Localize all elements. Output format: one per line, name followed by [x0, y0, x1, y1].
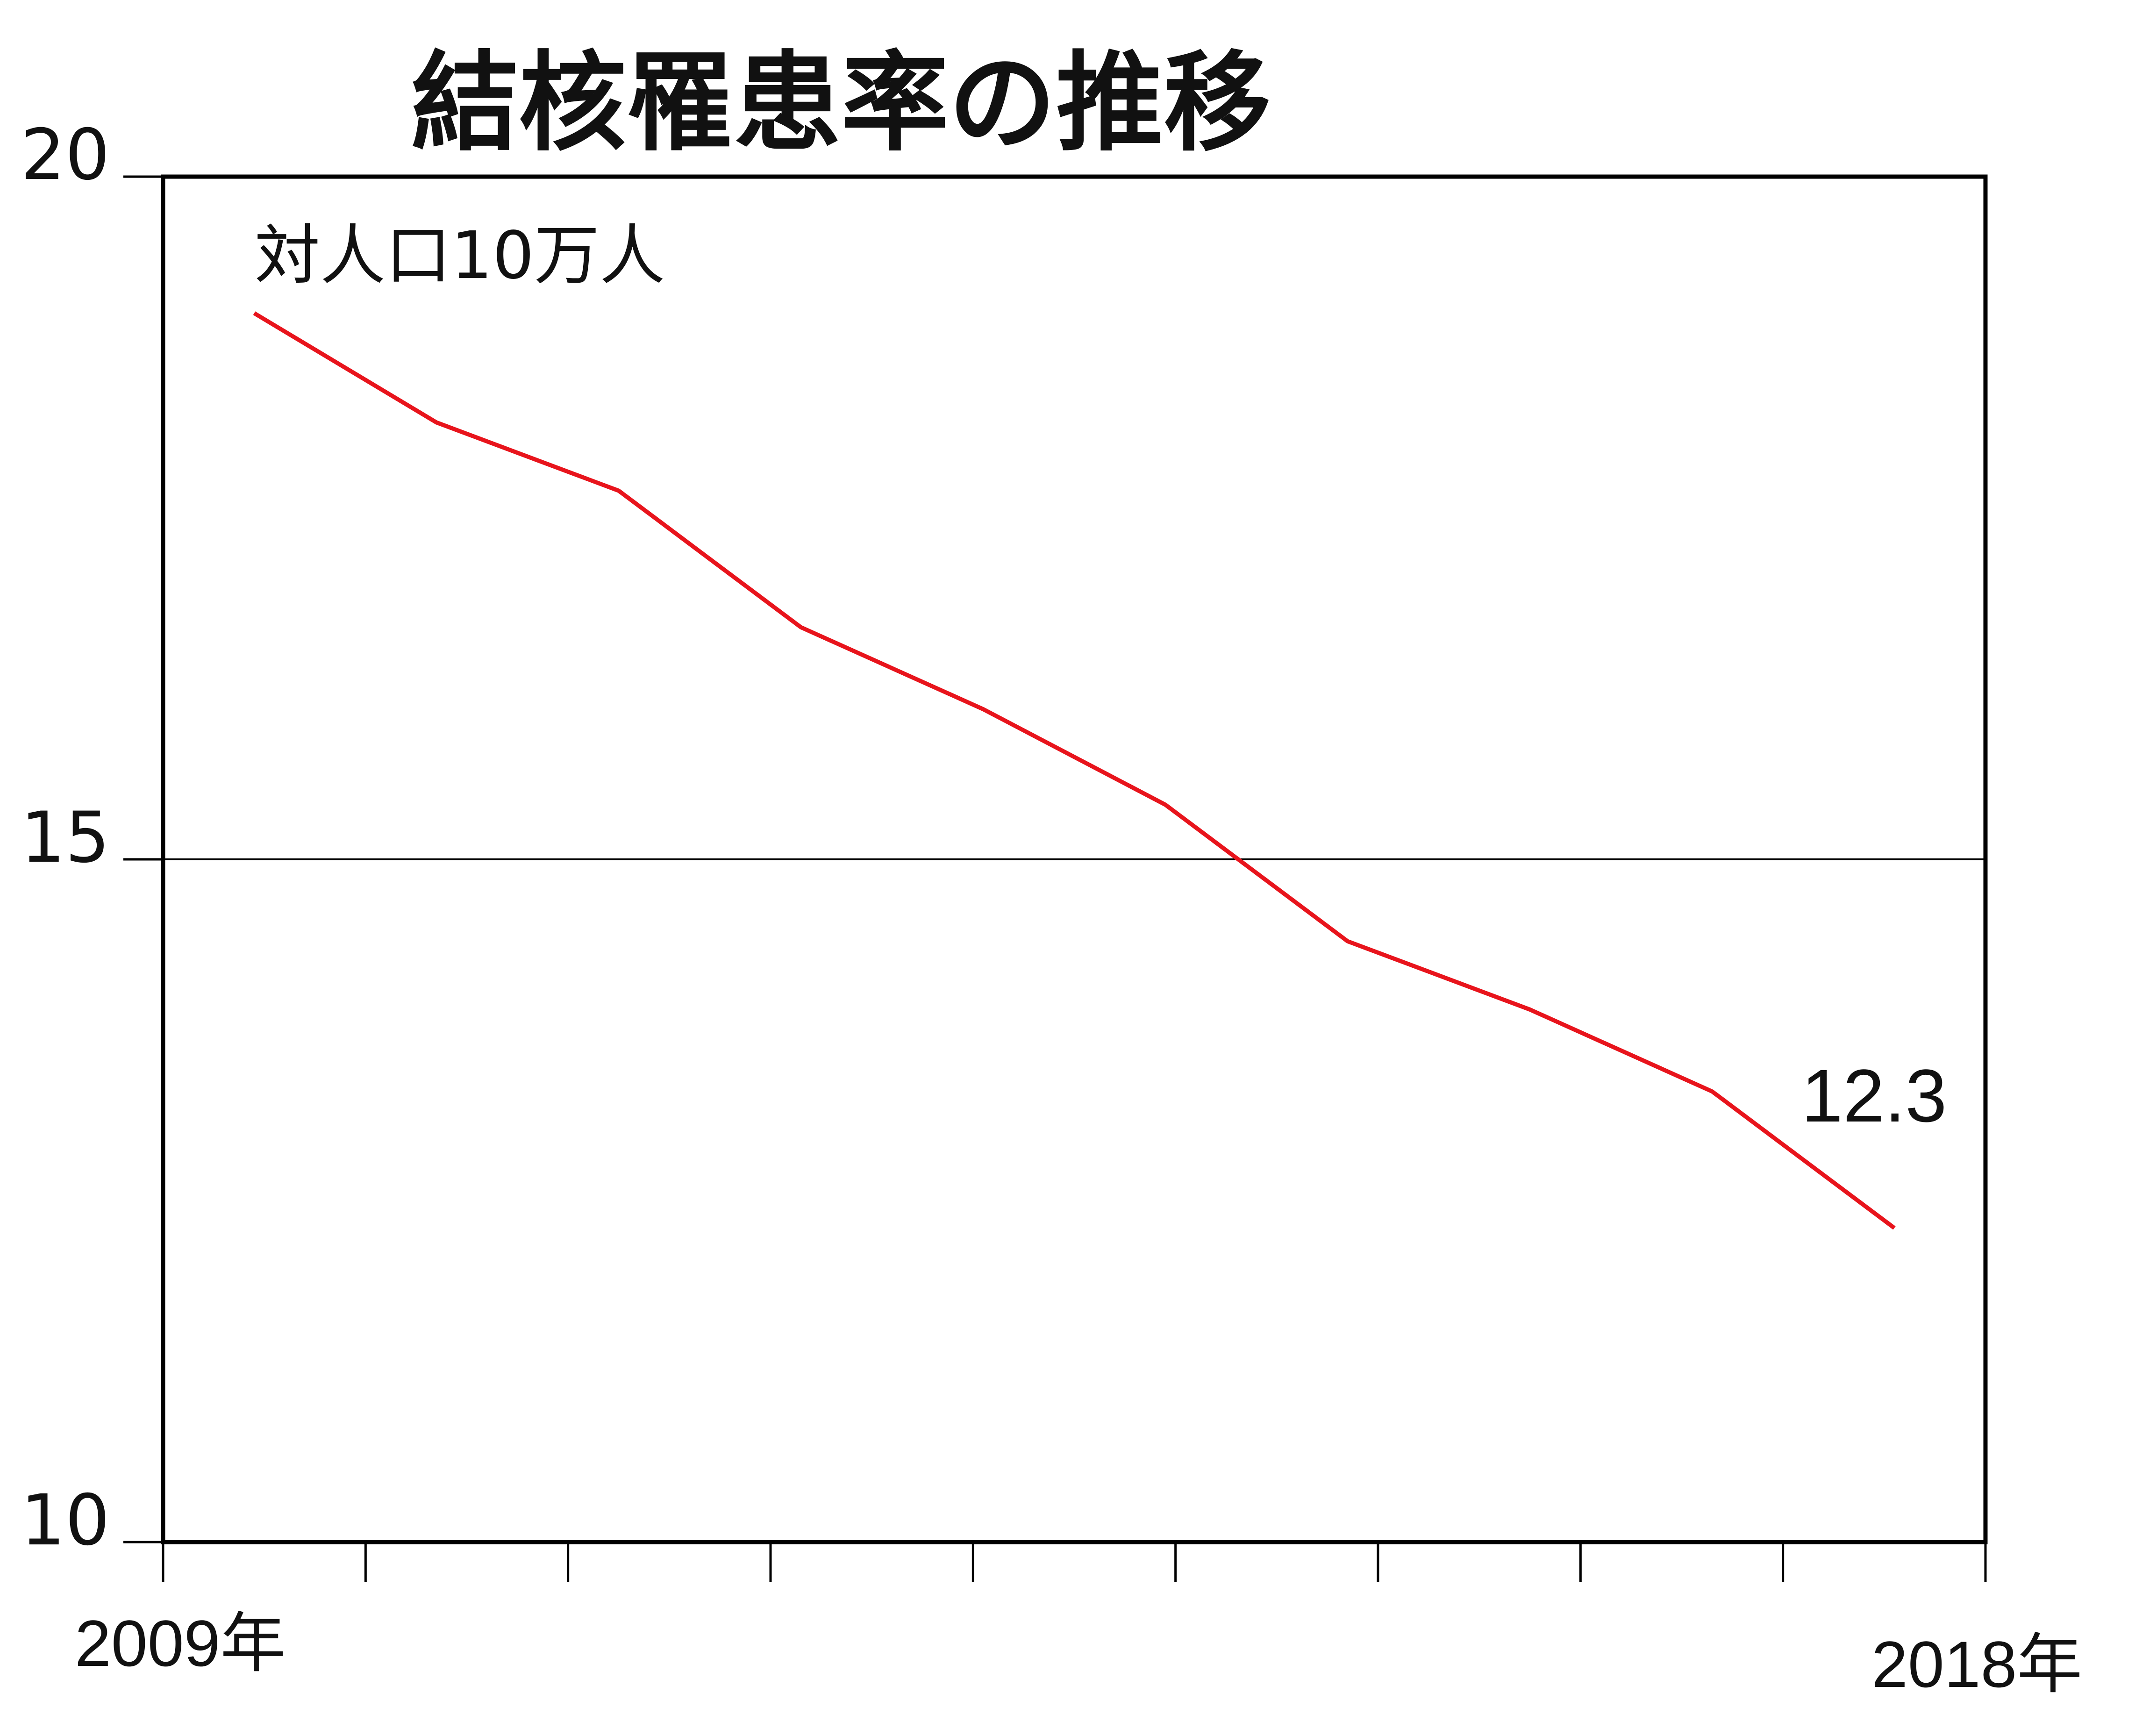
y-tick-label-20: 20: [21, 114, 110, 196]
x-axis-labels: 2009年 2018年: [75, 1607, 2082, 1701]
x-axis-ticks: [162, 1542, 1987, 1582]
unit-label: 対人口10万人: [255, 218, 665, 294]
y-axis-ticks: 10 15 20: [21, 114, 163, 1561]
data-label-last: 12.3: [1801, 1054, 1947, 1137]
x-tick-label-end: 2018年: [1871, 1628, 2082, 1701]
chart-title: 結核罹患率の推移: [411, 41, 1271, 166]
y-tick-label-10: 10: [21, 1480, 110, 1561]
series-line-0: [253, 311, 1896, 1230]
series-layer: [253, 311, 1896, 1230]
annotations: 12.3: [1801, 1054, 1947, 1137]
y-tick-label-15: 15: [21, 797, 110, 879]
plot-frame: [161, 174, 1988, 1544]
x-tick-label-start: 2009年: [75, 1607, 286, 1680]
